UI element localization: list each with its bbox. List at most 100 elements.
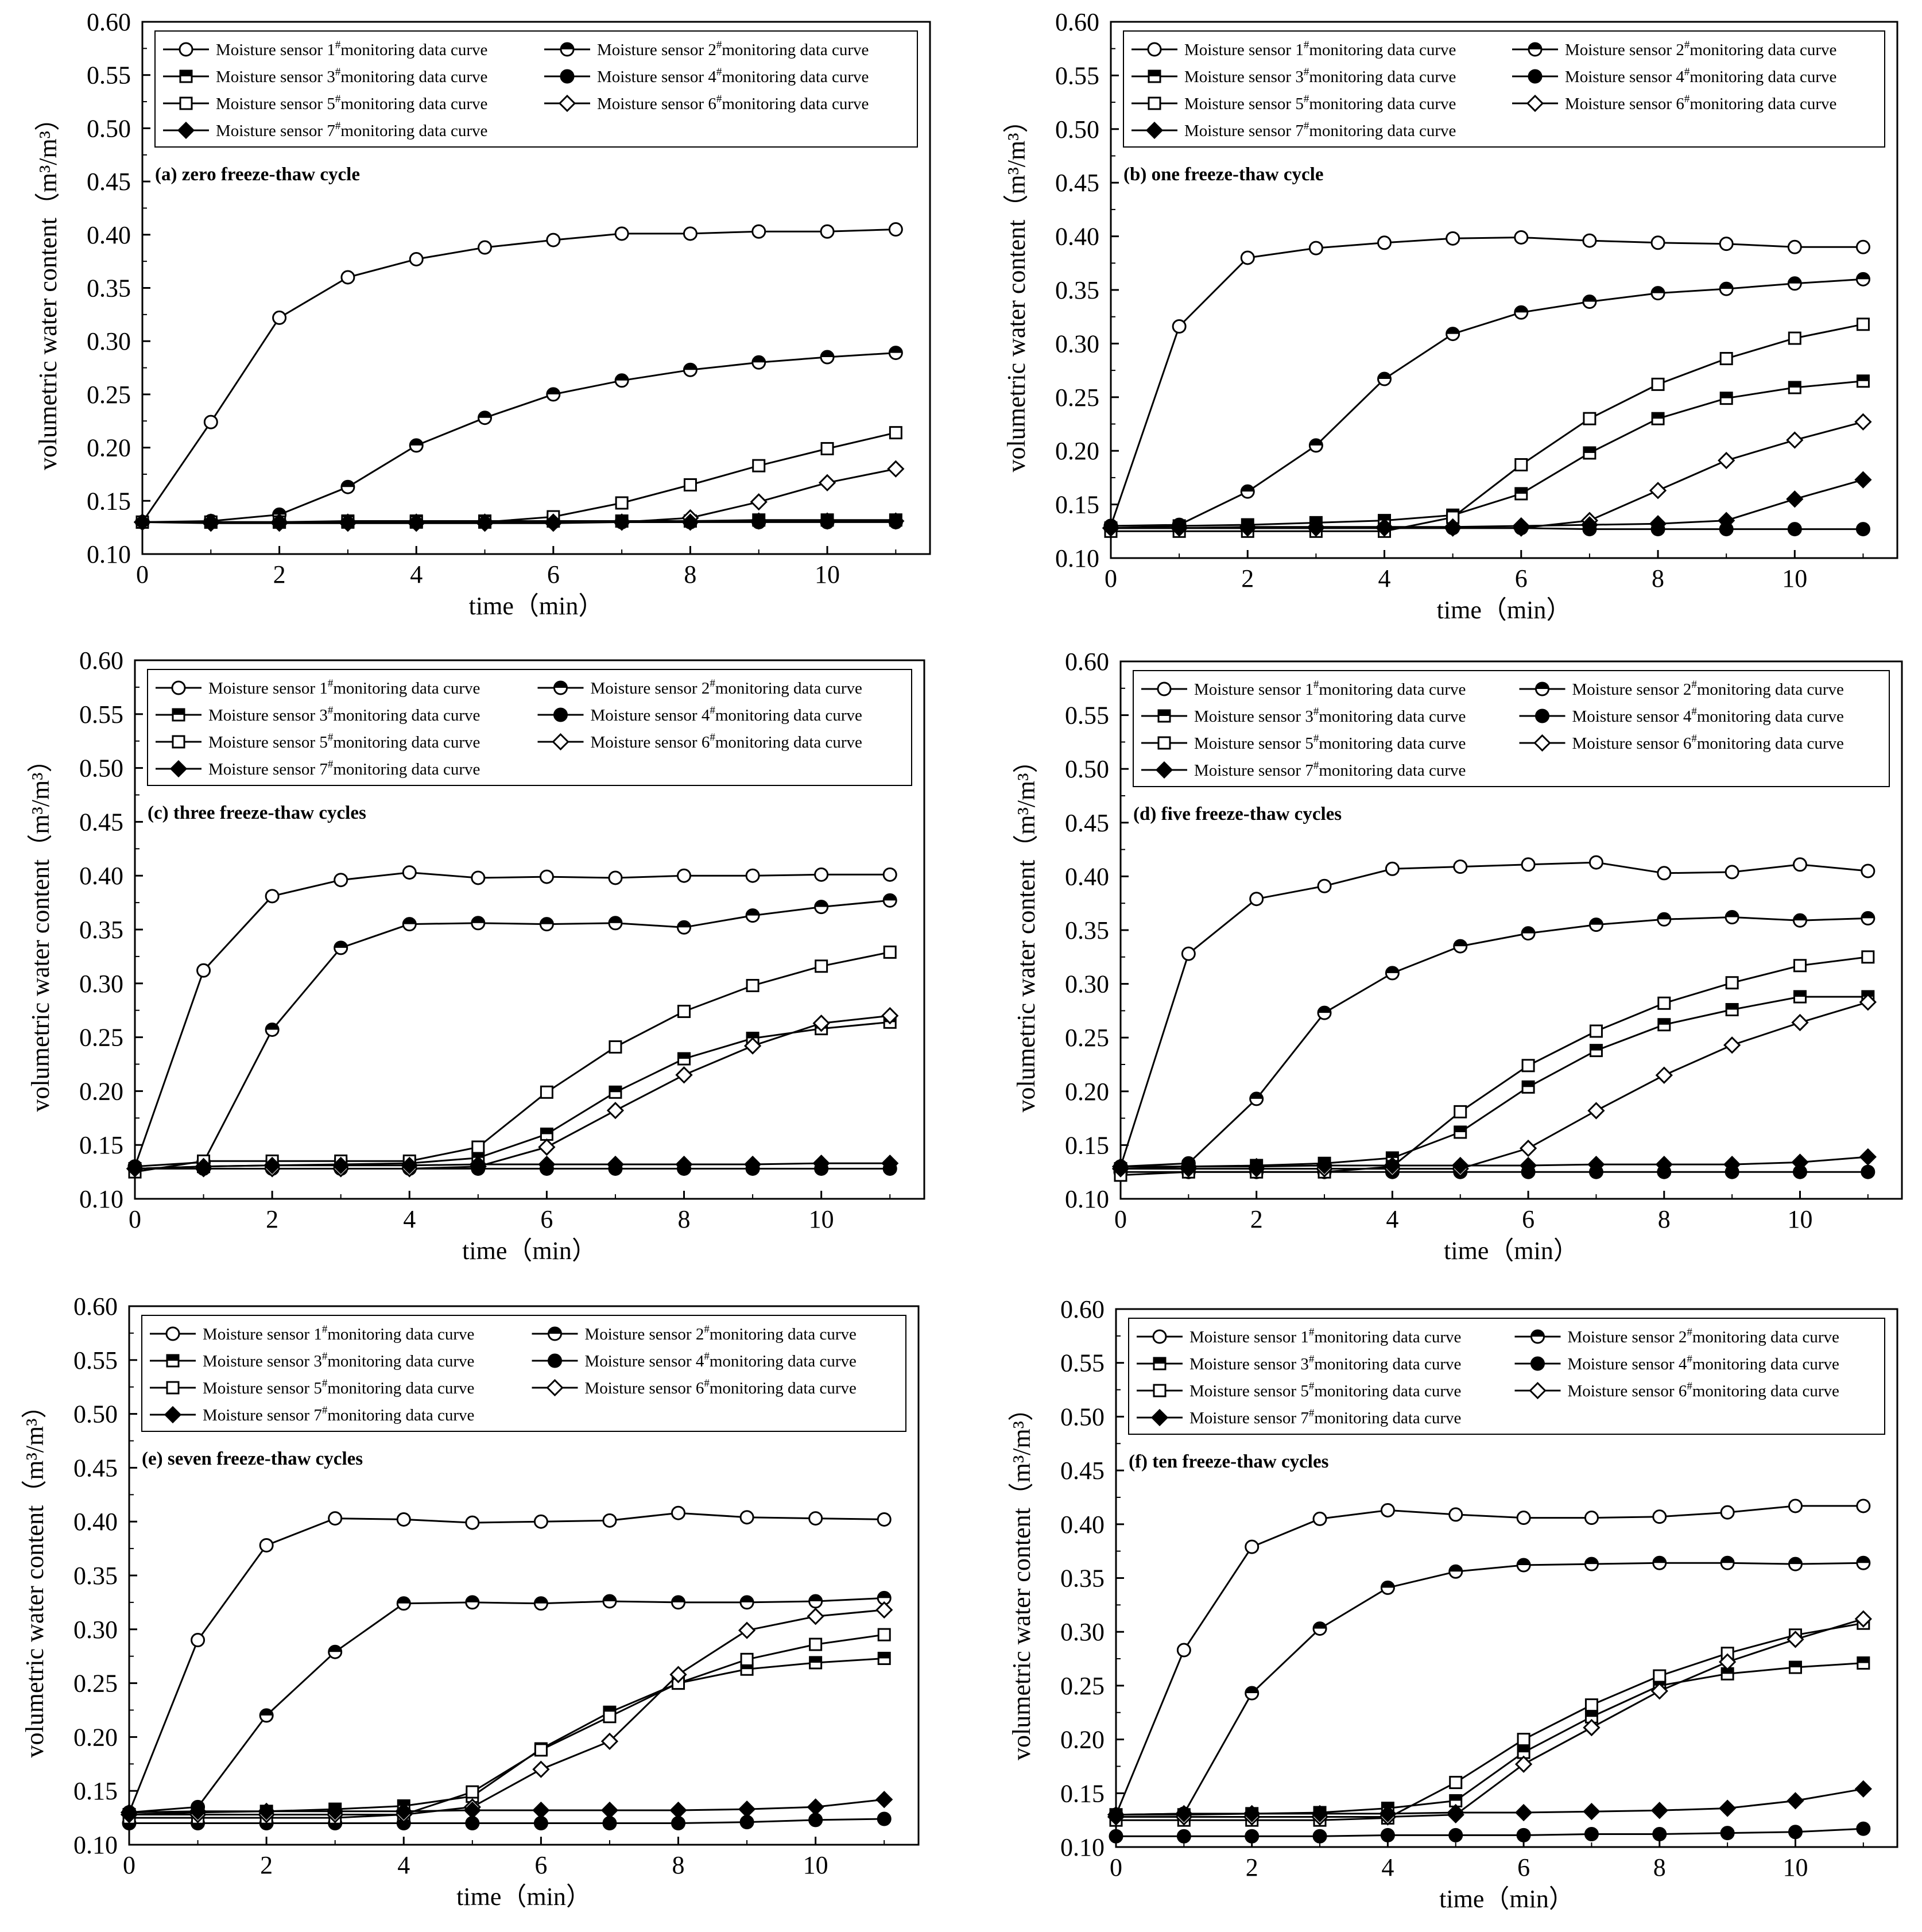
data-point <box>1583 1803 1601 1821</box>
data-point <box>1657 996 1671 1010</box>
data-point <box>334 940 348 955</box>
legend-entry: Moisture sensor 6#monitoring data curve <box>1568 1380 1839 1400</box>
legend-marker <box>169 760 188 778</box>
y-tick-label: 0.35 <box>73 1562 118 1590</box>
data-point <box>600 1801 619 1819</box>
y-tick-label: 0.35 <box>1055 276 1099 304</box>
legend-text-sup: # <box>1684 93 1690 105</box>
y-tick-label: 0.45 <box>1060 1457 1105 1485</box>
data-point <box>1857 1656 1870 1670</box>
legend-marker <box>1150 1408 1169 1427</box>
series-line <box>1120 996 1868 1170</box>
data-point <box>1855 239 1870 254</box>
data-point <box>739 1510 754 1525</box>
data-point <box>745 868 760 883</box>
data-point <box>681 513 699 531</box>
series-line <box>142 352 896 523</box>
series-line <box>1121 1156 1868 1168</box>
data-point <box>808 1511 823 1526</box>
x-tick-label: 8 <box>1653 1853 1666 1881</box>
data-point <box>1516 1828 1531 1842</box>
data-point <box>820 442 834 455</box>
data-point <box>126 1160 144 1178</box>
series-7 <box>126 1154 899 1178</box>
legend-marker <box>1153 1384 1167 1397</box>
series-line <box>1115 1788 1864 1816</box>
legend-text-main: Moisture sensor 6 <box>1572 734 1692 753</box>
series-line <box>134 872 890 1167</box>
y-tick-label: 0.20 <box>1060 1726 1105 1754</box>
y-tick-label: 0.30 <box>79 970 123 998</box>
data-point <box>751 224 766 239</box>
data-point <box>1516 1558 1531 1573</box>
legend-text-main: Moisture sensor 2 <box>597 41 716 59</box>
legend-text-main: Moisture sensor 6 <box>597 95 716 113</box>
data-point <box>808 1594 823 1609</box>
legend-text-sup: # <box>1684 39 1690 51</box>
data-point <box>1588 855 1603 870</box>
legend-text-post: monitoring data curve <box>1692 1328 1839 1346</box>
data-point <box>669 1801 687 1819</box>
data-point <box>1317 1005 1332 1020</box>
legend-text-main: Moisture sensor 6 <box>1565 95 1684 113</box>
data-point <box>812 1015 830 1032</box>
data-point <box>1519 1139 1537 1157</box>
data-point <box>1521 926 1536 941</box>
y-tick-label: 0.45 <box>1065 809 1109 837</box>
y-tick-label: 0.25 <box>73 1670 118 1698</box>
data-point <box>1454 1125 1467 1139</box>
legend-text-post: monitoring data curve <box>333 760 480 779</box>
legend-entry: Moisture sensor 4#monitoring data curve <box>1568 1353 1839 1373</box>
y-tick-label: 0.30 <box>87 327 131 355</box>
data-point <box>1657 1018 1671 1032</box>
data-point <box>1650 1802 1668 1819</box>
legend-text-post: monitoring data curve <box>340 95 487 113</box>
data-point <box>1102 519 1120 537</box>
x-tick-label: 10 <box>803 1851 828 1879</box>
data-point <box>669 1666 687 1683</box>
data-point <box>1385 861 1400 876</box>
legend-text-main: Moisture sensor 7 <box>1194 761 1313 780</box>
legend-entry: Moisture sensor 1#monitoring data curve <box>203 1323 474 1344</box>
data-point <box>1448 1828 1463 1842</box>
data-point <box>203 415 218 429</box>
panel-label: (a) zero freeze-thaw cycle <box>155 164 360 185</box>
legend-text-sup: # <box>1687 1353 1692 1365</box>
data-point <box>189 1802 207 1820</box>
data-point <box>1856 1499 1871 1513</box>
data-point <box>1652 1509 1667 1524</box>
y-tick-label: 0.25 <box>87 381 131 409</box>
data-point <box>1308 438 1323 453</box>
y-tick-label: 0.50 <box>87 114 131 142</box>
y-tick-label: 0.55 <box>1060 1349 1105 1377</box>
data-point <box>1854 1610 1872 1628</box>
data-point <box>1856 1555 1871 1570</box>
data-point <box>1787 276 1802 291</box>
data-point <box>1453 939 1468 954</box>
data-point <box>1380 1580 1395 1595</box>
legend-text-post: monitoring data curve <box>715 733 862 752</box>
legend-marker <box>560 42 575 57</box>
panel-label: (e) seven freeze-thaw cycles <box>142 1449 363 1469</box>
legend-entry: Moisture sensor 5#monitoring data curve <box>1194 733 1466 753</box>
data-point <box>259 1708 274 1723</box>
data-point <box>1514 230 1529 245</box>
x-tick-label: 0 <box>1110 1853 1122 1881</box>
data-point <box>882 893 897 908</box>
x-tick-label: 0 <box>1105 564 1117 593</box>
x-tick-label: 2 <box>266 1205 278 1233</box>
legend-entry: Moisture sensor 6#monitoring data curve <box>591 731 862 752</box>
chart-panel-d: 0.10 0.15 0.20 0.25 0.30 0.35 0.40 0.45 0.50 0.55… <box>1012 648 1903 1265</box>
legend-marker <box>1157 736 1171 750</box>
legend-text-post: monitoring data curve <box>340 68 487 86</box>
data-point <box>875 1791 893 1809</box>
data-point <box>887 512 905 530</box>
legend-marker <box>1148 96 1161 110</box>
legend-text-sup: # <box>328 731 334 744</box>
x-tick-label: 2 <box>1246 1853 1258 1881</box>
y-tick-label: 0.10 <box>79 1185 123 1213</box>
legend-text-main: Moisture sensor 7 <box>1184 122 1304 140</box>
series-3 <box>122 1651 891 1821</box>
legend-text-post: monitoring data curve <box>340 122 487 140</box>
legend-marker <box>165 1326 180 1341</box>
